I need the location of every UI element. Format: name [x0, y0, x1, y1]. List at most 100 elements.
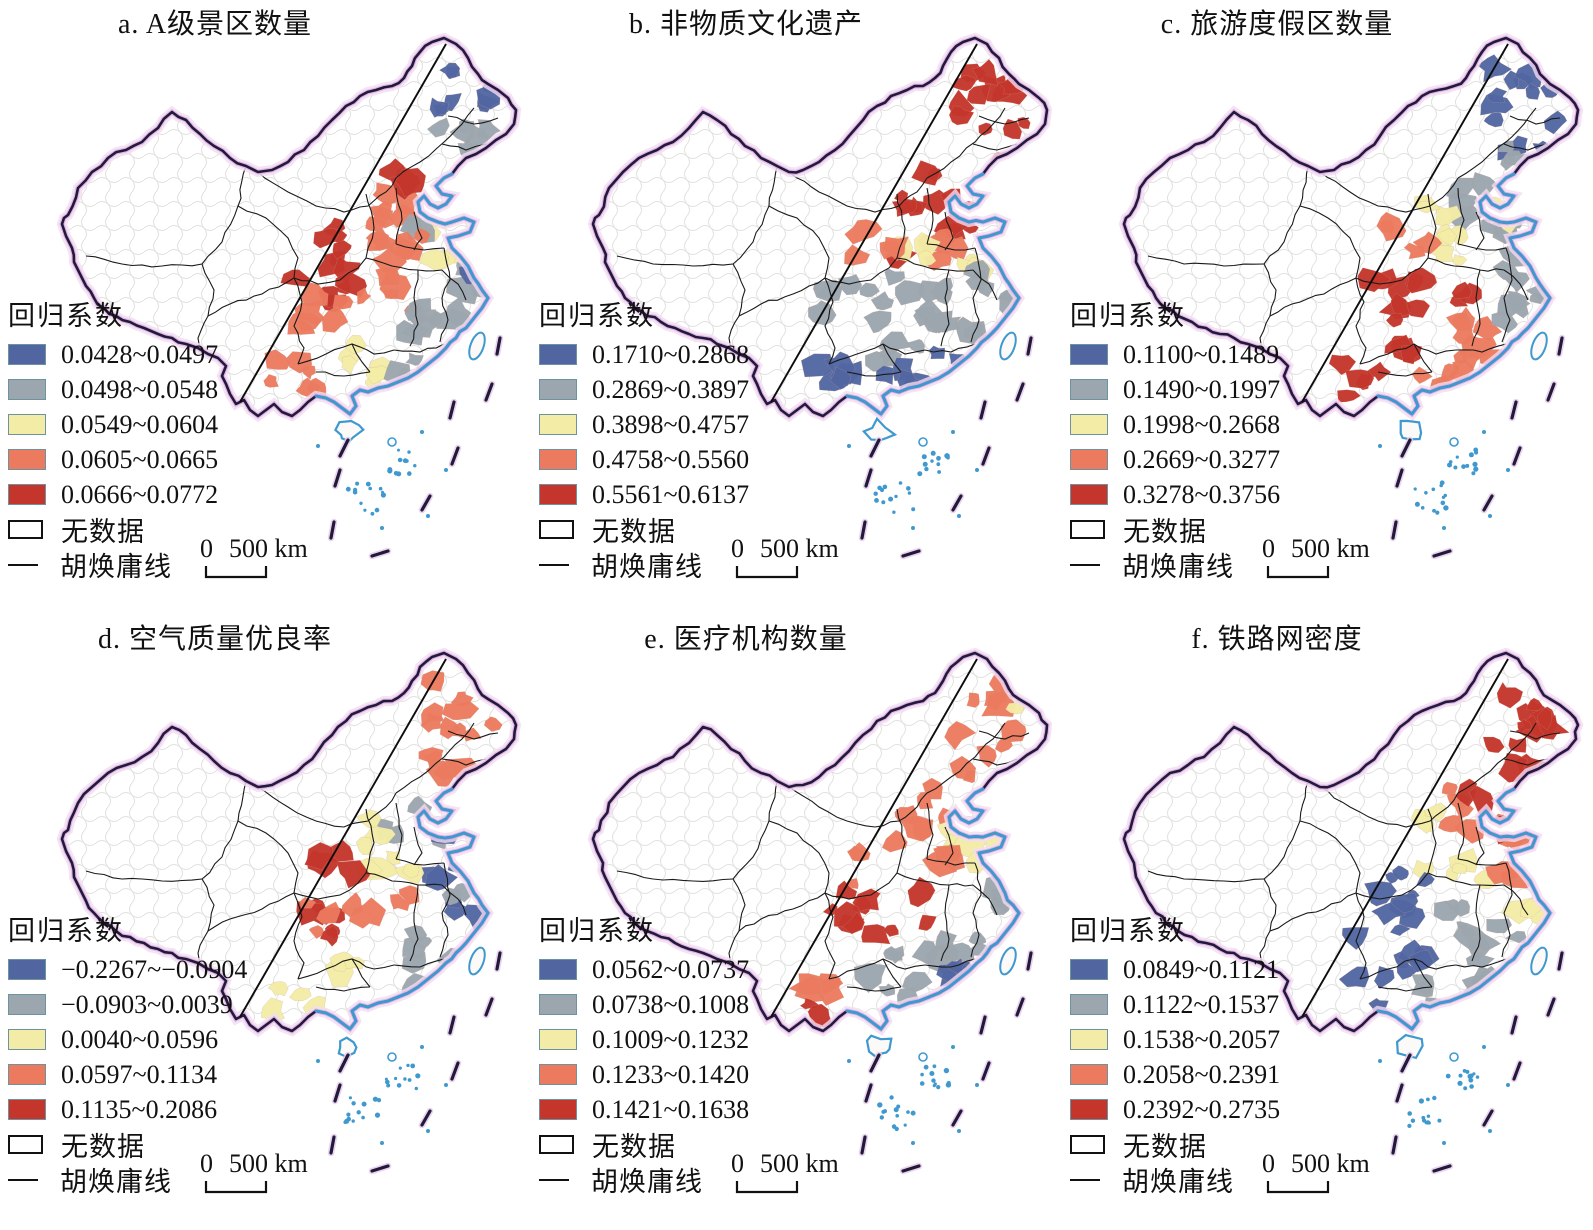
class-range-label: 0.3278~0.3756: [1123, 479, 1281, 509]
hu-line-symbol: [539, 1178, 569, 1181]
class-range-label: 0.2869~0.3897: [592, 374, 750, 404]
legend-class-row: 0.4758~0.5560: [539, 442, 749, 477]
legend-no-data-row: 无数据: [8, 512, 218, 547]
class-range-label: 0.1710~0.2868: [592, 339, 750, 369]
hu-line-label: 胡焕庸线: [1122, 1167, 1234, 1197]
scale-bar-bracket: [204, 1181, 268, 1194]
map-legend: 回归系数 0.0849~0.1121 0.1122~0.1537 0.1538~0.…: [1070, 909, 1280, 1197]
scale-zero: 0: [1262, 534, 1275, 563]
no-data-swatch: [8, 1135, 43, 1154]
class-color-swatch: [539, 449, 577, 470]
legend-title: 回归系数: [1070, 301, 1186, 331]
legend-class-row: 0.1490~0.1997: [1070, 372, 1280, 407]
legend-hu-line-row: 胡焕庸线: [1070, 547, 1280, 582]
legend-no-data-row: 无数据: [8, 1127, 247, 1162]
scale-zero: 0: [200, 1149, 213, 1178]
scale-distance: 500 km: [760, 534, 839, 563]
class-range-label: 0.0549~0.0604: [61, 409, 219, 439]
class-range-label: 0.1998~0.2668: [1123, 409, 1281, 439]
panel-title: a. A级景区数量: [117, 9, 313, 40]
legend-classes: −0.2267~−0.0904 −0.0903~0.0039 0.0040~0.05…: [8, 952, 247, 1127]
no-data-label: 无数据: [61, 1132, 145, 1162]
no-data-label: 无数据: [61, 517, 145, 547]
china-choropleth-map: [587, 647, 1053, 1175]
class-range-label: 0.0562~0.0737: [592, 954, 750, 984]
scale-distance: 500 km: [1291, 1149, 1370, 1178]
class-color-swatch: [1070, 414, 1108, 435]
no-data-swatch: [1070, 1135, 1105, 1154]
legend-class-row: 0.0605~0.0665: [8, 442, 218, 477]
class-color-swatch: [8, 1064, 46, 1085]
legend-class-row: 0.0597~0.1134: [8, 1057, 247, 1092]
scale-zero: 0: [200, 534, 213, 563]
class-range-label: 0.0498~0.0548: [61, 374, 219, 404]
legend-class-row: −0.0903~0.0039: [8, 987, 247, 1022]
scale-bar-bracket: [735, 566, 799, 579]
scale-bar-text: 0 500 km: [1262, 534, 1370, 564]
no-data-label: 无数据: [592, 1132, 676, 1162]
hu-line-symbol: [8, 563, 38, 566]
hu-line-label: 胡焕庸线: [591, 1167, 703, 1197]
scale-bar: 0 500 km: [731, 1149, 839, 1195]
class-color-swatch: [8, 959, 46, 980]
class-color-swatch: [539, 1064, 577, 1085]
legend-class-row: 0.0849~0.1121: [1070, 952, 1280, 987]
class-range-label: 0.0605~0.0665: [61, 444, 219, 474]
hu-line-label: 胡焕庸线: [591, 552, 703, 582]
map-legend: 回归系数 −0.2267~−0.0904 −0.0903~0.0039 0.0040…: [8, 909, 247, 1197]
legend-class-row: 0.1538~0.2057: [1070, 1022, 1280, 1057]
scale-bar-text: 0 500 km: [1262, 1149, 1370, 1179]
map-legend: 回归系数 0.1100~0.1489 0.1490~0.1997 0.1998~0.…: [1070, 294, 1280, 582]
class-range-label: 0.0597~0.1134: [61, 1059, 218, 1089]
scale-bar-text: 0 500 km: [200, 1149, 308, 1179]
scale-distance: 500 km: [229, 534, 308, 563]
panel-title: e. 医疗机构数量: [644, 624, 848, 655]
class-color-swatch: [539, 414, 577, 435]
class-range-label: 0.0849~0.1121: [1123, 954, 1280, 984]
class-color-swatch: [1070, 959, 1108, 980]
scale-bar: 0 500 km: [731, 534, 839, 580]
legend-class-row: 0.0666~0.0772: [8, 477, 218, 512]
class-range-label: −0.2267~−0.0904: [61, 954, 248, 984]
legend-no-data-row: 无数据: [1070, 512, 1280, 547]
class-color-swatch: [539, 1029, 577, 1050]
class-range-label: 0.0738~0.1008: [592, 989, 750, 1019]
class-range-label: 0.1009~0.1232: [592, 1024, 750, 1054]
legend-class-row: 0.1998~0.2668: [1070, 407, 1280, 442]
legend-class-row: 0.2669~0.3277: [1070, 442, 1280, 477]
scale-bar-bracket: [735, 1181, 799, 1194]
class-color-swatch: [8, 379, 46, 400]
legend-hu-line-row: 胡焕庸线: [539, 547, 749, 582]
legend-class-row: 0.2058~0.2391: [1070, 1057, 1280, 1092]
class-color-swatch: [8, 994, 46, 1015]
class-color-swatch: [539, 1099, 577, 1120]
legend-hu-line-row: 胡焕庸线: [8, 1162, 247, 1197]
china-choropleth-map: [56, 647, 522, 1175]
panel-title: f. 铁路网密度: [1191, 624, 1363, 655]
class-color-swatch: [8, 344, 46, 365]
no-data-label: 无数据: [1123, 517, 1207, 547]
china-choropleth-map: [587, 32, 1053, 560]
class-range-label: 0.1122~0.1537: [1123, 989, 1280, 1019]
legend-class-row: 0.0549~0.0604: [8, 407, 218, 442]
legend-hu-line-row: 胡焕庸线: [1070, 1162, 1280, 1197]
class-range-label: 0.1538~0.2057: [1123, 1024, 1281, 1054]
class-range-label: 0.1490~0.1997: [1123, 374, 1281, 404]
scale-zero: 0: [731, 534, 744, 563]
scale-bar: 0 500 km: [200, 1149, 308, 1195]
class-color-swatch: [8, 484, 46, 505]
legend-class-row: 0.3898~0.4757: [539, 407, 749, 442]
legend-class-row: 0.3278~0.3756: [1070, 477, 1280, 512]
legend-title: 回归系数: [1070, 916, 1186, 946]
legend-classes: 0.0428~0.0497 0.0498~0.0548 0.0549~0.0604 0…: [8, 337, 218, 512]
legend-no-data-row: 无数据: [539, 1127, 749, 1162]
no-data-swatch: [1070, 520, 1105, 539]
class-range-label: −0.0903~0.0039: [61, 989, 233, 1019]
panel-title: d. 空气质量优良率: [97, 624, 332, 655]
class-color-swatch: [1070, 344, 1108, 365]
no-data-swatch: [539, 1135, 574, 1154]
hu-line-symbol: [539, 563, 569, 566]
hu-line-label: 胡焕庸线: [60, 1167, 172, 1197]
legend-class-row: 0.1100~0.1489: [1070, 337, 1280, 372]
